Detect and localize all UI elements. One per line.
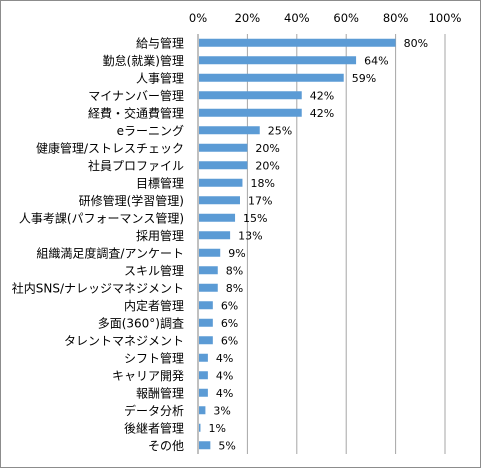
data-labels: 80% 64% 59% 42% 42% 25% 20% 20% 18% 17% 15% 13% 9% 8%…: [208, 37, 428, 453]
category-label: 目標管理: [136, 175, 184, 190]
category-label: シフト管理: [124, 350, 184, 365]
bar: [199, 38, 396, 47]
x-tick-label: 100%: [429, 11, 462, 25]
category-label: マイナンバー管理: [88, 88, 184, 103]
bar: [199, 73, 344, 82]
category-label: 採用管理: [136, 228, 184, 243]
category-label: その他: [148, 439, 184, 453]
category-label: 多面(360°)調査: [98, 316, 184, 330]
category-label: 組織満足度調査/アンケート: [36, 245, 184, 260]
bar: [199, 423, 201, 432]
data-label: 4%: [216, 352, 233, 365]
x-tick-label: 20%: [235, 11, 261, 25]
bar: [199, 91, 302, 100]
category-label: 社員プロファイル: [88, 158, 184, 173]
data-label: 18%: [250, 177, 274, 190]
category-label: 健康管理/ストレスチェック: [36, 140, 184, 155]
bar: [199, 143, 248, 152]
data-label: 6%: [221, 334, 238, 347]
data-label: 9%: [228, 247, 245, 260]
data-label: 8%: [226, 264, 243, 277]
bar: [199, 388, 208, 397]
data-label: 20%: [255, 142, 279, 155]
category-label: eラーニング: [117, 124, 184, 138]
data-label: 13%: [238, 229, 262, 242]
bar: [199, 336, 213, 345]
data-label: 8%: [226, 282, 243, 295]
bar: [199, 301, 213, 310]
category-label: 人事考課(パフォーマンス管理): [19, 210, 184, 225]
bar: [199, 353, 208, 362]
category-label: スキル管理: [124, 263, 184, 278]
gridlines: [246, 34, 446, 454]
x-tick-label: 40%: [284, 11, 310, 25]
data-label: 42%: [310, 107, 334, 120]
data-label: 6%: [221, 317, 238, 330]
category-label: 給与管理: [136, 35, 184, 50]
bar: [199, 266, 218, 275]
data-label: 15%: [243, 212, 267, 225]
data-label: 64%: [364, 54, 388, 67]
bar: [199, 213, 236, 222]
data-label: 42%: [310, 89, 334, 102]
data-label: 25%: [268, 124, 292, 137]
category-label: 後継者管理: [124, 420, 184, 435]
data-label: 4%: [216, 369, 233, 382]
category-label: 研修管理(学習管理): [79, 193, 184, 208]
bar: [199, 56, 357, 65]
bar: [199, 371, 208, 380]
bar: [199, 248, 221, 257]
category-label: 社内SNS/ナレッジマネジメント: [12, 280, 184, 295]
category-label: タレントマネジメント: [64, 334, 184, 348]
category-label: データ分析: [124, 403, 184, 418]
x-axis-ticks: 0% 20% 40% 60% 80% 100%: [189, 11, 462, 25]
x-tick-label: 0%: [189, 11, 207, 25]
data-label: 17%: [248, 194, 272, 207]
bar: [199, 406, 206, 415]
data-label: 1%: [208, 422, 225, 435]
data-label: 80%: [404, 37, 428, 50]
data-label: 20%: [255, 159, 279, 172]
bar: [199, 318, 213, 327]
data-label: 3%: [213, 404, 230, 417]
data-label: 59%: [352, 72, 376, 85]
bar: [199, 108, 302, 117]
bar: [199, 196, 240, 205]
bar: [199, 441, 211, 450]
bars: [199, 38, 396, 450]
category-label: 報酬管理: [136, 385, 184, 400]
data-label: 4%: [216, 387, 233, 400]
x-tick-label: 80%: [383, 11, 409, 25]
category-label: 人事管理: [136, 70, 184, 85]
data-label: 6%: [221, 299, 238, 312]
data-label: 5%: [218, 439, 235, 452]
bar: [199, 178, 243, 187]
category-label: 経費・交通費管理: [88, 105, 184, 120]
bar: [199, 283, 218, 292]
bar: [199, 161, 248, 170]
bar: [199, 231, 231, 240]
bar: [199, 126, 260, 135]
category-label: キャリア開発: [112, 369, 184, 383]
category-label: 勤怠(就業)管理: [103, 53, 184, 68]
x-tick-label: 60%: [333, 11, 359, 25]
category-label: 内定者管理: [124, 298, 184, 313]
